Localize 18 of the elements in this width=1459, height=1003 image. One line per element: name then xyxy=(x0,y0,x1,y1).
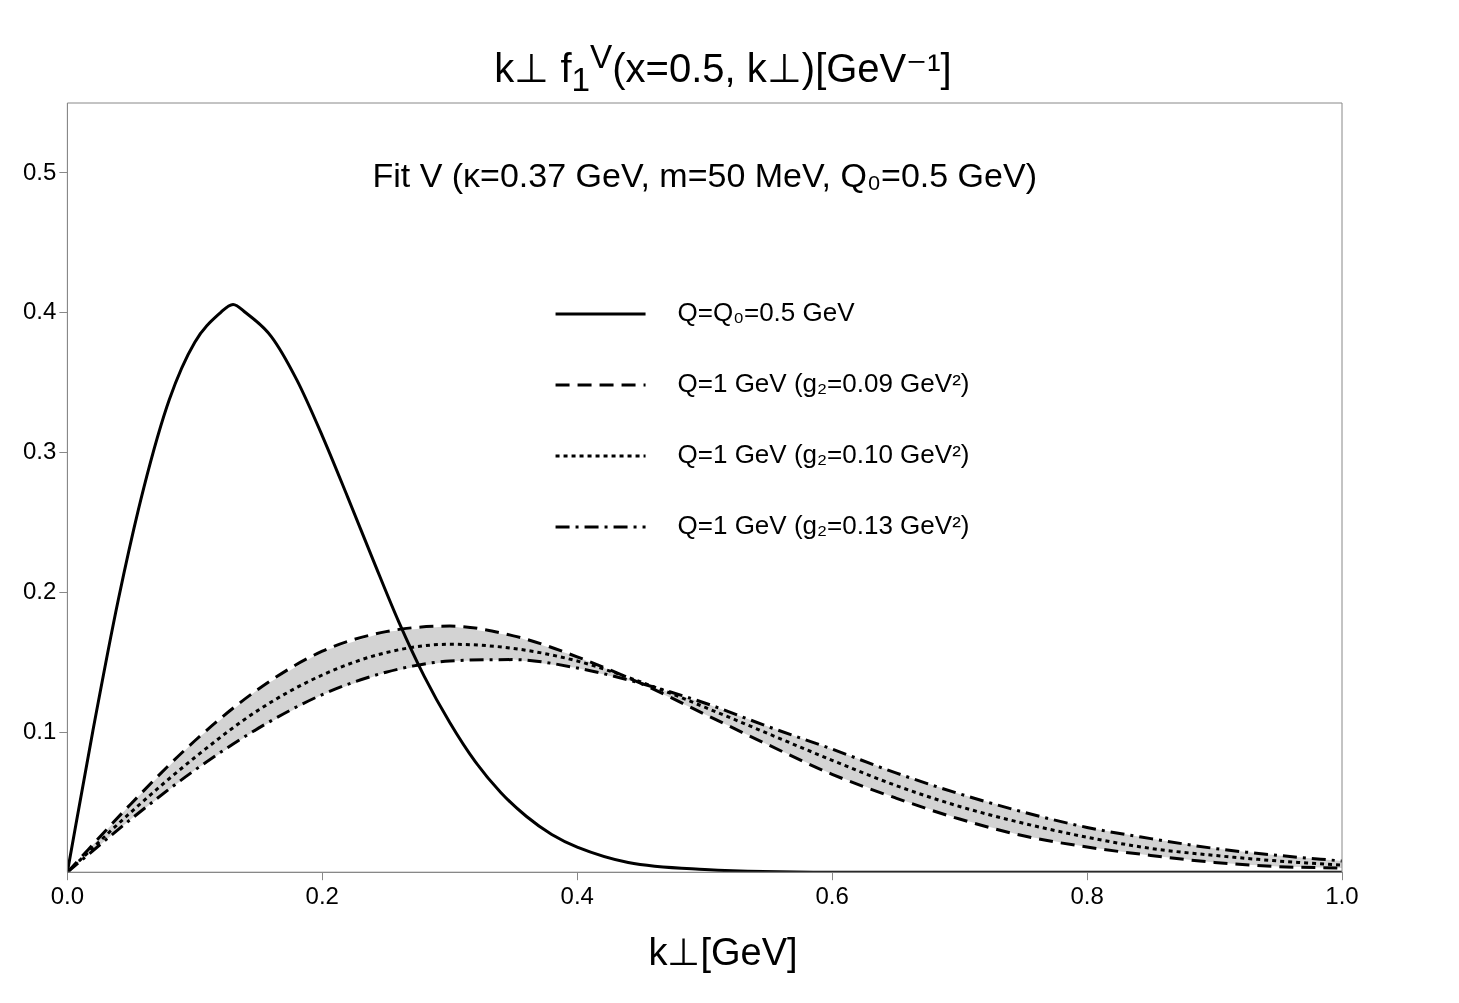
y-tick-label: 0.3 xyxy=(22,437,57,465)
y-tick-label: 0.4 xyxy=(22,297,57,325)
legend-label: Q=1 GeV (g₂=0.10 GeV²) xyxy=(677,439,970,470)
x-tick-label: 0.2 xyxy=(305,882,339,910)
annotation: Fit V (κ=0.37 GeV, m=50 MeV, Q₀=0.5 GeV) xyxy=(372,156,1037,195)
legend-label: Q=1 GeV (g₂=0.13 GeV²) xyxy=(677,510,970,541)
x-tick-label: 0.8 xyxy=(1070,882,1104,910)
x-tick-label: 0.4 xyxy=(560,882,594,910)
legend-label: Q=Q₀=0.5 GeV xyxy=(677,297,856,328)
x-tick-label: 0.0 xyxy=(50,882,85,910)
y-tick-label: 0.5 xyxy=(22,157,57,185)
y-tick-label: 0.1 xyxy=(22,716,57,744)
legend-label: Q=1 GeV (g₂=0.09 GeV²) xyxy=(677,368,970,399)
x-axis-title: k⊥[GeV] xyxy=(647,930,799,974)
y-tick-label: 0.2 xyxy=(22,577,57,605)
chart-title: k⊥ f$_{1}$$^{V}$(x=0.5, k⊥)[GeV⁻¹] xyxy=(493,38,953,100)
x-tick-label: 1.0 xyxy=(1325,882,1359,910)
x-tick-label: 0.6 xyxy=(815,882,849,910)
